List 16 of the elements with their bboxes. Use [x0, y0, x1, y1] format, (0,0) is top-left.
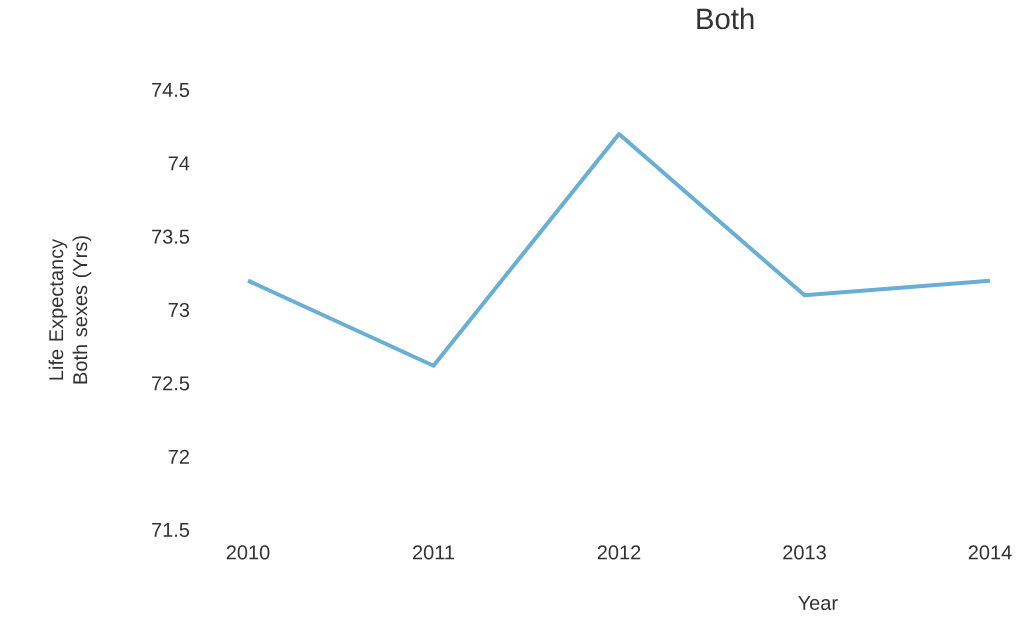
x-tick-label: 2014	[968, 545, 1012, 560]
y-axis-title: Life Expectancy Both sexes (Yrs)	[48, 236, 92, 384]
y-tick-label: 73.5	[152, 229, 190, 244]
y-tick-label: 72	[168, 449, 189, 464]
y-tick-label: 71.5	[152, 523, 190, 537]
line-series	[246, 131, 992, 368]
x-tick-label: 2011	[413, 545, 455, 560]
x-tick-label: 2013	[783, 545, 826, 560]
y-tick-label: 74	[168, 156, 190, 171]
y-tick-label: 72.5	[152, 376, 190, 391]
y-tick-label: 74.5	[152, 83, 190, 97]
x-tick-label: 2012	[597, 545, 641, 560]
x-tick-label: 2010	[226, 545, 270, 560]
y-tick-label: 73	[168, 302, 190, 318]
chart-title: Both	[697, 7, 754, 30]
x-axis-title: Year	[798, 596, 838, 610]
